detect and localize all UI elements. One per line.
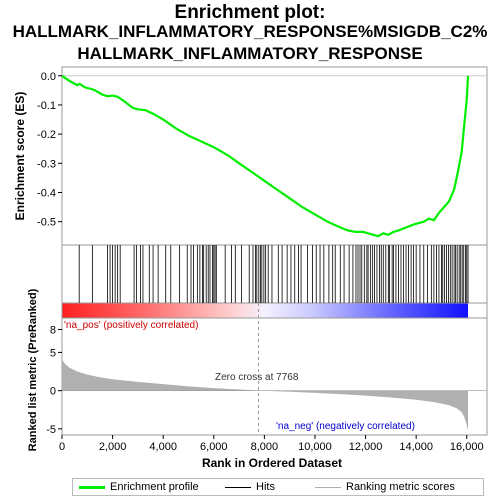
es-tick-label-4: -0.4 [37,187,56,199]
zero-cross-label: Zero cross at 7768 [215,372,299,383]
rank-color-bar [62,303,468,318]
es-axis-label: Enrichment score (ES) [13,92,27,221]
chart-title-line1: Enrichment plot: [174,2,326,23]
chart-title-line2: HALLMARK_INFLAMMATORY_RESPONSE%MSIGDB_C2… [12,22,488,41]
metric-axis-label: Ranked list metric (PreRanked) [27,288,39,451]
metric-tick-label-1: 5 [50,347,56,359]
metric-tick-label-0: 8 [50,324,56,336]
legend: Enrichment profile Hits Ranking metric s… [72,478,484,496]
enrichment-profile-line [61,74,470,238]
hits-panel [61,244,488,304]
x-axis-label: Rank in Ordered Dataset [202,456,342,470]
pos-label: 'na_pos' (positively correlated) [64,320,198,331]
es-axis-ticks: 0.0 -0.1 -0.2 -0.3 -0.4 -0.5 [37,71,62,229]
es-tick-label-2: -0.2 [37,129,56,141]
profile-swatch [79,485,105,489]
legend-item-profile: Enrichment profile [79,481,199,493]
legend-label-metric: Ranking metric scores [346,481,455,493]
metric-swatch [315,486,341,488]
enrichment-profile [61,74,470,238]
x-tick-label-2: 4,000 [149,441,177,453]
x-tick-label-0: 0 [59,441,65,453]
metric-tick-label-2: 0 [50,386,56,398]
x-axis-ticks: 0 2,000 4,000 6,000 8,000 10,000 12,000 14,000 1… [59,435,484,453]
legend-item-hits: Hits [225,481,275,493]
x-tick-label-3: 6,000 [200,441,228,453]
metric-axis-ticks: 8 5 0 -5 [46,324,62,436]
legend-label-hits: Hits [256,481,275,493]
es-tick-label-5: -0.5 [37,217,56,229]
hit-lines [78,245,469,303]
es-panel [61,66,488,246]
neg-label: 'na_neg' (negatively correlated) [276,421,415,432]
x-tick-label-1: 2,000 [99,441,127,453]
es-tick-label-3: -0.3 [37,158,56,170]
x-tick-label-6: 12,000 [349,441,383,453]
x-tick-label-8: 16,000 [450,441,484,453]
hits-swatch [225,486,251,488]
legend-item-metric: Ranking metric scores [315,481,455,493]
metric-area [62,358,469,431]
x-tick-label-7: 14,000 [399,441,433,453]
legend-label-profile: Enrichment profile [110,481,199,493]
x-tick-label-4: 8,000 [251,441,279,453]
metric-tick-label-3: -5 [46,424,56,436]
x-tick-label-5: 10,000 [298,441,332,453]
metric-panel [61,317,488,436]
es-tick-label-1: -0.1 [37,100,56,112]
es-tick-label-0: 0.0 [41,71,56,83]
chart-title-line3: HALLMARK_INFLAMMATORY_RESPONSE [77,44,423,63]
ranked-metric-area [62,358,487,431]
